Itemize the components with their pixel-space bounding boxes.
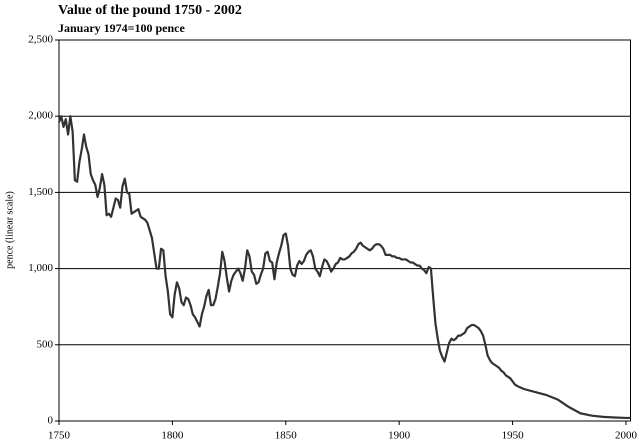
y-axis-label: pence (linear scale) (4, 191, 15, 269)
y-tick-label: 2,000 (28, 110, 53, 122)
y-tick-label: 2,500 (28, 34, 53, 46)
x-tick-label: 1950 (502, 430, 525, 442)
x-tick-label: 2000 (615, 430, 638, 442)
plot-area (58, 39, 631, 422)
x-tick-label: 1900 (388, 430, 411, 442)
chart-subtitle: January 1974=100 pence (58, 21, 186, 35)
x-tick-label: 1800 (161, 430, 184, 442)
y-tick-label: 1,000 (28, 262, 53, 274)
x-tick-label: 1850 (275, 430, 298, 442)
y-tick-label: 1,500 (28, 186, 53, 198)
x-tick-label: 1750 (48, 430, 71, 442)
y-tick-label: 500 (37, 338, 54, 350)
y-tick-label: 0 (48, 415, 54, 427)
data-line (57, 115, 631, 420)
chart-title: Value of the pound 1750 - 2002 (58, 3, 242, 18)
